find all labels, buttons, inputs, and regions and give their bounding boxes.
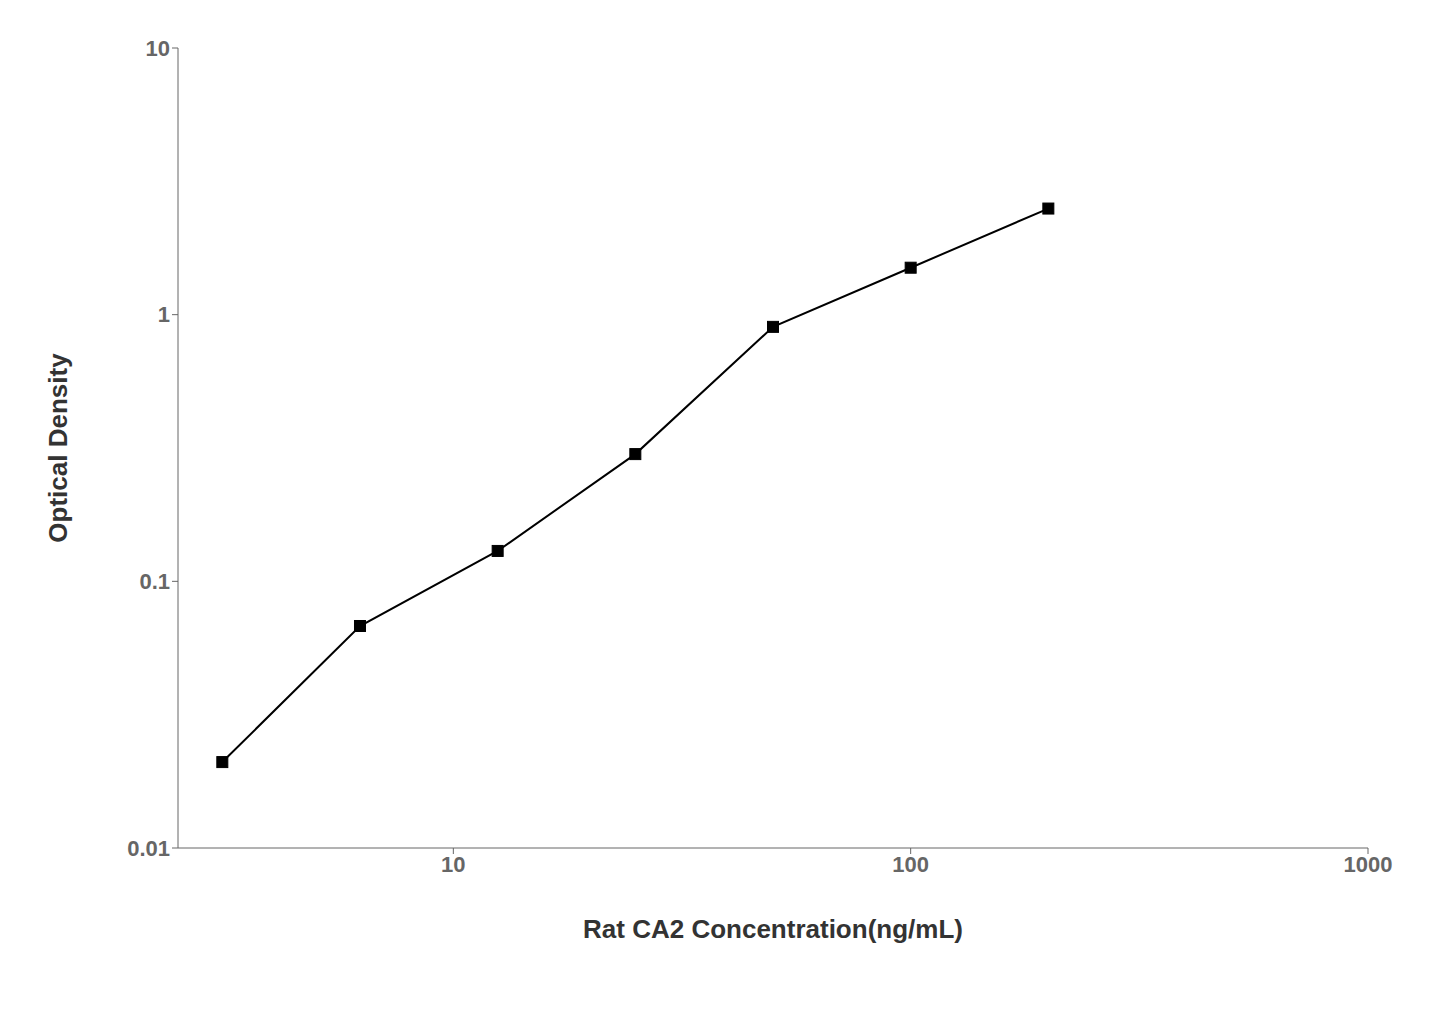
svg-text:Rat CA2 Concentration(ng/mL): Rat CA2 Concentration(ng/mL) [583,914,963,944]
svg-text:0.01: 0.01 [127,836,170,861]
svg-text:100: 100 [892,852,929,877]
svg-text:Optical Density: Optical Density [43,353,73,543]
svg-text:10: 10 [146,36,170,61]
svg-text:1: 1 [158,302,170,327]
svg-text:10: 10 [441,852,465,877]
svg-text:1000: 1000 [1344,852,1393,877]
svg-text:0.1: 0.1 [139,569,170,594]
